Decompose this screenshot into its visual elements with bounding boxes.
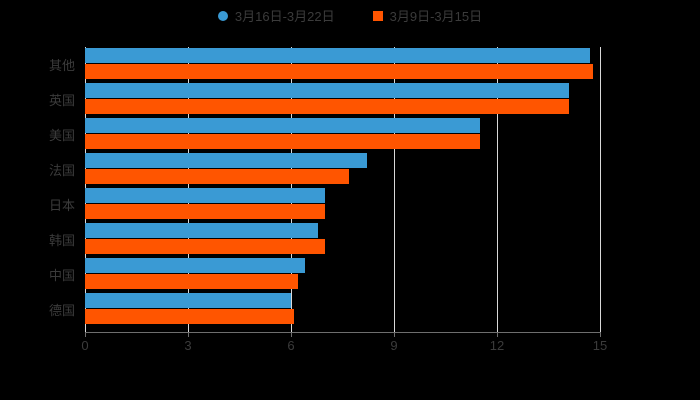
legend-item-series-2[interactable]: 3月9日-3月15日 — [372, 8, 483, 24]
x-axis-tick-label: 9 — [390, 338, 398, 353]
x-axis-line — [85, 332, 601, 333]
bar[interactable] — [85, 64, 593, 79]
legend-marker-square-icon — [372, 11, 383, 21]
legend-marker-circle-icon — [217, 11, 228, 21]
gridline — [497, 47, 498, 332]
x-axis-tick-label: 6 — [287, 338, 295, 353]
x-axis: 0 3 6 9 12 15 — [0, 332, 700, 362]
x-axis-tick-label: 0 — [81, 338, 89, 353]
x-axis-tick-mark — [394, 332, 395, 337]
y-axis-label: 其他 — [48, 58, 75, 73]
y-axis-label: 美国 — [48, 128, 75, 143]
bar[interactable] — [85, 153, 367, 168]
bar[interactable] — [85, 204, 325, 219]
bar[interactable] — [85, 188, 325, 203]
bar[interactable] — [85, 239, 325, 254]
bar[interactable] — [85, 99, 569, 114]
bar-group — [85, 292, 600, 327]
bar-group — [85, 152, 600, 187]
bar[interactable] — [85, 134, 480, 149]
gridline — [394, 47, 395, 332]
x-axis-tick-mark — [188, 332, 189, 337]
bar[interactable] — [85, 274, 298, 289]
bar-group — [85, 222, 600, 257]
bar-group — [85, 187, 600, 222]
x-axis-tick-label: 3 — [184, 338, 192, 353]
bar[interactable] — [85, 258, 305, 273]
bar[interactable] — [85, 293, 291, 308]
legend-item-series-1[interactable]: 3月16日-3月22日 — [217, 8, 335, 24]
plot-area — [85, 47, 601, 332]
bar[interactable] — [85, 223, 318, 238]
x-axis-tick-mark — [600, 332, 601, 337]
bar[interactable] — [85, 83, 569, 98]
bar-group — [85, 47, 600, 82]
chart-legend: 3月16日-3月22日 3月9日-3月15日 — [0, 4, 700, 28]
bar[interactable] — [85, 169, 349, 184]
y-axis-label: 德国 — [48, 303, 75, 318]
x-axis-tick-label: 15 — [592, 338, 608, 353]
y-axis-label: 法国 — [48, 163, 75, 178]
legend-label-series-2: 3月9日-3月15日 — [389, 8, 483, 24]
x-axis-tick-label: 12 — [489, 338, 505, 353]
y-axis-label: 中国 — [48, 268, 75, 283]
bar-group — [85, 117, 600, 152]
x-axis-tick-mark — [85, 332, 86, 337]
bar[interactable] — [85, 118, 480, 133]
y-axis-label: 英国 — [48, 93, 75, 108]
bar[interactable] — [85, 309, 294, 324]
y-axis-label: 韩国 — [48, 233, 75, 248]
legend-label-series-1: 3月16日-3月22日 — [234, 8, 335, 24]
y-axis-category-labels: 其他英国美国法国日本韩国中国德国 — [0, 47, 700, 332]
x-axis-tick-mark — [497, 332, 498, 337]
bar[interactable] — [85, 48, 590, 63]
y-axis-label: 日本 — [48, 198, 75, 213]
gridline — [600, 47, 601, 332]
x-axis-tick-mark — [291, 332, 292, 337]
bar-group — [85, 257, 600, 292]
bar-group — [85, 82, 600, 117]
